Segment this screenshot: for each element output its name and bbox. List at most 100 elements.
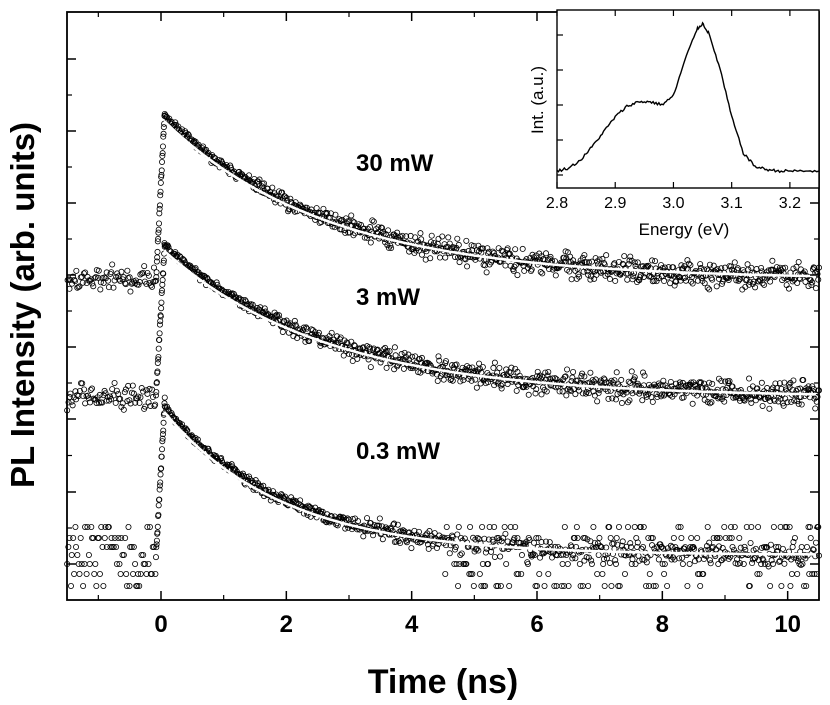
data-point [655, 556, 662, 563]
data-point [136, 399, 143, 406]
data-point [118, 268, 125, 275]
data-point [779, 545, 786, 552]
data-point [564, 561, 571, 568]
data-point [811, 571, 818, 578]
data-point [360, 533, 367, 540]
data-point [84, 524, 91, 531]
data-point [741, 543, 748, 550]
data-point [109, 261, 116, 268]
data-point [67, 583, 74, 590]
data-point [803, 583, 810, 590]
data-point [135, 281, 142, 288]
data-point [793, 263, 800, 270]
data-point [451, 244, 458, 251]
data-point [506, 250, 513, 257]
data-point [791, 397, 798, 404]
data-point [611, 377, 618, 384]
data-point [660, 545, 667, 552]
data-point [75, 561, 82, 568]
data-point [105, 277, 112, 284]
data-point [572, 391, 579, 398]
data-point [348, 212, 355, 219]
data-point [510, 267, 517, 274]
data-point [701, 396, 708, 403]
data-point [145, 272, 152, 279]
data-point [132, 280, 139, 287]
data-point [282, 493, 289, 500]
data-point [455, 241, 462, 248]
data-point [545, 368, 552, 375]
data-point [788, 398, 795, 405]
data-point [143, 387, 150, 394]
data-point [158, 299, 165, 306]
data-point [687, 544, 694, 551]
data-point [74, 392, 81, 399]
data-point [500, 248, 507, 255]
data-point [388, 245, 395, 252]
data-point [146, 385, 153, 392]
data-point [367, 239, 374, 246]
data-point [516, 372, 523, 379]
data-point [470, 242, 477, 249]
data-point [308, 206, 315, 213]
data-point [649, 398, 656, 405]
data-point [508, 364, 515, 371]
data-point [521, 383, 528, 390]
data-point [150, 264, 157, 271]
data-point [154, 238, 161, 245]
data-point [464, 263, 471, 270]
data-point [769, 257, 776, 264]
data-point [518, 552, 525, 559]
data-point [126, 583, 133, 590]
data-point [627, 253, 634, 260]
x-tick-label: 6 [530, 611, 543, 638]
data-point [781, 560, 788, 567]
data-point [115, 535, 122, 542]
x-tick-label: 8 [656, 611, 669, 638]
data-point [643, 583, 650, 590]
data-point [475, 547, 482, 554]
data-point [418, 354, 425, 361]
data-point [156, 496, 163, 503]
data-point [609, 395, 616, 402]
data-point [652, 583, 659, 590]
data-point [784, 399, 791, 406]
data-point [476, 571, 483, 578]
data-point [567, 388, 574, 395]
data-point [454, 235, 461, 242]
data-point [154, 368, 161, 375]
data-point [472, 376, 479, 383]
data-point [152, 571, 159, 578]
data-point [102, 524, 109, 531]
data-point [791, 535, 798, 542]
data-point [97, 286, 104, 293]
data-point [137, 571, 144, 578]
data-point [108, 535, 115, 542]
data-point [511, 263, 518, 270]
data-point [261, 305, 268, 312]
data-point [85, 552, 92, 559]
data-point [467, 571, 474, 578]
data-point [730, 394, 737, 401]
data-point [153, 544, 160, 551]
data-point [72, 278, 79, 285]
data-point [530, 551, 537, 558]
data-point [87, 399, 94, 406]
data-point [800, 583, 807, 590]
data-point [138, 552, 145, 559]
data-point [213, 279, 220, 286]
data-point [697, 261, 704, 268]
data-point [619, 260, 626, 267]
data-point [570, 368, 577, 375]
data-point [269, 184, 276, 191]
data-point [688, 535, 695, 542]
data-point [157, 179, 164, 186]
data-point [671, 282, 678, 289]
data-point [394, 229, 401, 236]
data-point [684, 583, 691, 590]
inset-frame [556, 9, 820, 189]
data-point [628, 368, 635, 375]
data-point [448, 375, 455, 382]
data-point [125, 524, 132, 531]
data-point [766, 405, 773, 412]
